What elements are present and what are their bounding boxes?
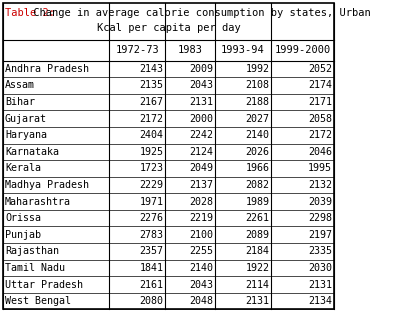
Text: 2137: 2137 bbox=[189, 180, 213, 190]
Text: 2161: 2161 bbox=[139, 279, 164, 290]
Text: 2134: 2134 bbox=[308, 296, 332, 306]
Text: Orissa: Orissa bbox=[5, 213, 41, 223]
Text: Tamil Nadu: Tamil Nadu bbox=[5, 263, 65, 273]
Text: 2080: 2080 bbox=[139, 296, 164, 306]
Text: 2027: 2027 bbox=[245, 114, 269, 124]
Text: Bihar: Bihar bbox=[5, 97, 35, 107]
Text: 1925: 1925 bbox=[139, 147, 164, 157]
Text: Change in average calorie consumption by states, Urban: Change in average calorie consumption by… bbox=[27, 8, 371, 19]
Text: 2009: 2009 bbox=[189, 64, 213, 74]
Text: 2000: 2000 bbox=[189, 114, 213, 124]
Text: 1993-94: 1993-94 bbox=[221, 45, 265, 55]
Text: Madhya Pradesh: Madhya Pradesh bbox=[5, 180, 89, 190]
Text: 2108: 2108 bbox=[245, 80, 269, 91]
Text: 2219: 2219 bbox=[189, 213, 213, 223]
Text: Punjab: Punjab bbox=[5, 230, 41, 240]
Text: Karnataka: Karnataka bbox=[5, 147, 59, 157]
Text: 2046: 2046 bbox=[308, 147, 332, 157]
Text: 2089: 2089 bbox=[245, 230, 269, 240]
Text: 2276: 2276 bbox=[139, 213, 164, 223]
Text: 1992: 1992 bbox=[245, 64, 269, 74]
Text: 2188: 2188 bbox=[245, 97, 269, 107]
Text: 2131: 2131 bbox=[189, 97, 213, 107]
Text: 2242: 2242 bbox=[189, 130, 213, 140]
Text: 2028: 2028 bbox=[189, 197, 213, 207]
Text: Assam: Assam bbox=[5, 80, 35, 91]
Text: 2261: 2261 bbox=[245, 213, 269, 223]
Text: Gujarat: Gujarat bbox=[5, 114, 47, 124]
Text: 2100: 2100 bbox=[189, 230, 213, 240]
Text: 1983: 1983 bbox=[178, 45, 203, 55]
Text: 1723: 1723 bbox=[139, 163, 164, 174]
Text: 2172: 2172 bbox=[139, 114, 164, 124]
Text: 2043: 2043 bbox=[189, 80, 213, 91]
Text: 2174: 2174 bbox=[308, 80, 332, 91]
Text: 2114: 2114 bbox=[245, 279, 269, 290]
Text: 2172: 2172 bbox=[308, 130, 332, 140]
Text: 2049: 2049 bbox=[189, 163, 213, 174]
Text: 2048: 2048 bbox=[189, 296, 213, 306]
Text: 2357: 2357 bbox=[139, 246, 164, 256]
Text: 2043: 2043 bbox=[189, 279, 213, 290]
Text: Rajasthan: Rajasthan bbox=[5, 246, 59, 256]
Text: Maharashtra: Maharashtra bbox=[5, 197, 71, 207]
Text: 2026: 2026 bbox=[245, 147, 269, 157]
Text: 2783: 2783 bbox=[139, 230, 164, 240]
Text: Andhra Pradesh: Andhra Pradesh bbox=[5, 64, 89, 74]
Text: 2184: 2184 bbox=[245, 246, 269, 256]
Text: 2298: 2298 bbox=[308, 213, 332, 223]
Text: Table 2:: Table 2: bbox=[5, 8, 55, 19]
Text: 1971: 1971 bbox=[139, 197, 164, 207]
Text: 2131: 2131 bbox=[245, 296, 269, 306]
Text: 2140: 2140 bbox=[189, 263, 213, 273]
Text: 1995: 1995 bbox=[308, 163, 332, 174]
Text: 2030: 2030 bbox=[308, 263, 332, 273]
Text: West Bengal: West Bengal bbox=[5, 296, 71, 306]
Text: 1989: 1989 bbox=[245, 197, 269, 207]
Text: 1922: 1922 bbox=[245, 263, 269, 273]
Text: 2140: 2140 bbox=[245, 130, 269, 140]
Text: 2167: 2167 bbox=[139, 97, 164, 107]
Text: 2082: 2082 bbox=[245, 180, 269, 190]
Text: 2039: 2039 bbox=[308, 197, 332, 207]
Text: 2124: 2124 bbox=[189, 147, 213, 157]
Text: 2229: 2229 bbox=[139, 180, 164, 190]
Text: 1999-2000: 1999-2000 bbox=[274, 45, 331, 55]
Text: 2335: 2335 bbox=[308, 246, 332, 256]
Text: 2058: 2058 bbox=[308, 114, 332, 124]
Text: 2143: 2143 bbox=[139, 64, 164, 74]
Text: 2197: 2197 bbox=[308, 230, 332, 240]
Text: 2404: 2404 bbox=[139, 130, 164, 140]
Text: 2131: 2131 bbox=[308, 279, 332, 290]
Text: 2135: 2135 bbox=[139, 80, 164, 91]
Text: Haryana: Haryana bbox=[5, 130, 47, 140]
Text: 2132: 2132 bbox=[308, 180, 332, 190]
Text: Uttar Pradesh: Uttar Pradesh bbox=[5, 279, 83, 290]
Text: 2171: 2171 bbox=[308, 97, 332, 107]
Text: 2052: 2052 bbox=[308, 64, 332, 74]
Text: 1841: 1841 bbox=[139, 263, 164, 273]
Text: 2255: 2255 bbox=[189, 246, 213, 256]
Text: 1966: 1966 bbox=[245, 163, 269, 174]
Text: Kerala: Kerala bbox=[5, 163, 41, 174]
Text: Kcal per capita per day: Kcal per capita per day bbox=[97, 23, 240, 33]
Text: 1972-73: 1972-73 bbox=[115, 45, 159, 55]
